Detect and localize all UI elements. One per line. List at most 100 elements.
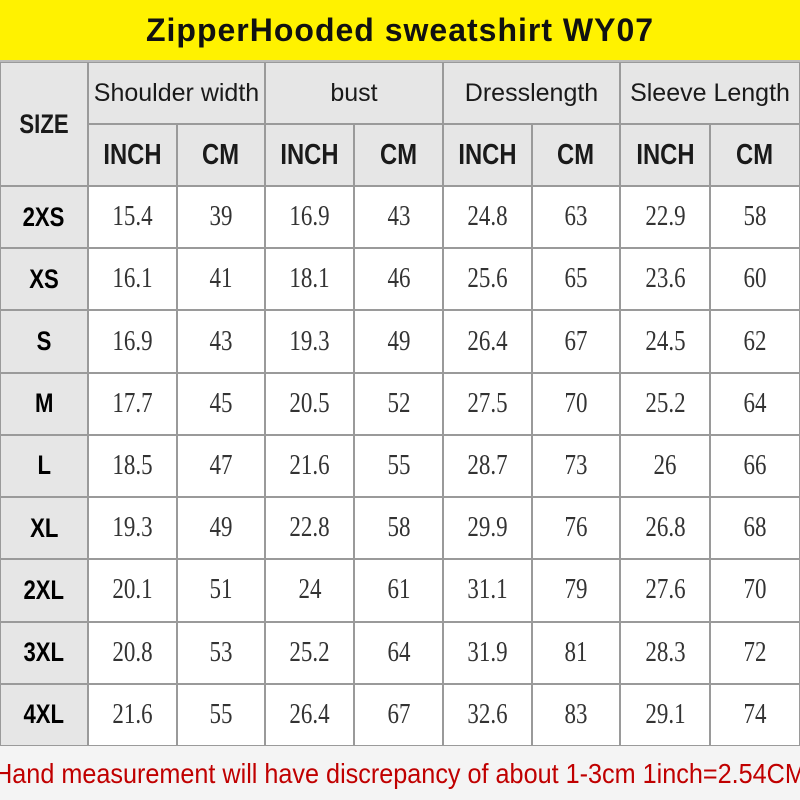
- measurement-text: 79: [564, 574, 588, 606]
- measurement: 25.2: [265, 621, 354, 684]
- measurement-text: 21.6: [112, 698, 153, 730]
- measurement-text: 23.6: [644, 263, 686, 295]
- size-label: M: [0, 372, 88, 435]
- measurement: 24.5: [620, 310, 710, 373]
- measurement: 32.6: [443, 683, 532, 746]
- measurement-text: 24.5: [644, 325, 686, 357]
- measurement: 67: [354, 683, 443, 746]
- measurement-text: 25.2: [644, 387, 686, 419]
- measurement: 26.4: [443, 310, 532, 373]
- unit-header: INCH: [443, 124, 532, 186]
- measurement: 39: [177, 186, 265, 249]
- unit-header-text: CM: [557, 138, 595, 171]
- measurement: 83: [532, 683, 620, 746]
- size-label-text: L: [37, 450, 51, 481]
- unit-header-text: INCH: [103, 138, 162, 171]
- measurement: 18.1: [265, 248, 354, 311]
- measurement: 66: [710, 434, 800, 498]
- unit-header: CM: [710, 124, 800, 186]
- measurement-text: 31.1: [467, 574, 508, 606]
- measurement: 70: [532, 372, 620, 435]
- measurement-text: 39: [209, 201, 233, 233]
- measurement: 55: [354, 434, 443, 498]
- measurement-text: 29.1: [644, 698, 686, 730]
- unit-header: INCH: [620, 124, 710, 186]
- measurement: 25.2: [620, 372, 710, 435]
- measurement-text: 46: [387, 263, 410, 295]
- measurement-text: 16.9: [112, 325, 153, 357]
- measurement: 64: [710, 372, 800, 435]
- measurement: 70: [710, 559, 800, 622]
- measurement-text: 47: [209, 449, 233, 481]
- measurement-text: 24.8: [467, 201, 508, 233]
- measurement: 45: [177, 372, 265, 435]
- measurement-text: 61: [387, 574, 410, 606]
- measurement: 19.3: [265, 310, 354, 373]
- measurement-text: 25.6: [467, 263, 508, 295]
- size-label: 2XS: [0, 186, 88, 249]
- size-header: SIZE: [0, 62, 88, 186]
- unit-header: CM: [532, 124, 620, 186]
- measurement: 81: [532, 621, 620, 684]
- measurement-text: 18.5: [112, 449, 153, 481]
- measurement-text: 72: [743, 636, 767, 668]
- measurement: 29.1: [620, 683, 710, 746]
- measurement: 49: [177, 497, 265, 560]
- measurement-text: 64: [387, 636, 410, 668]
- unit-header: CM: [177, 124, 265, 186]
- measurement: 20.1: [88, 559, 177, 622]
- measurement: 27.6: [620, 559, 710, 622]
- measurement-text: 15.4: [112, 201, 153, 233]
- measurement-text: 24: [298, 574, 321, 606]
- measurement: 62: [710, 310, 800, 373]
- measurement-text: 27.5: [467, 387, 508, 419]
- measurement: 24: [265, 559, 354, 622]
- measurement: 52: [354, 372, 443, 435]
- measurement-text: 70: [743, 574, 767, 606]
- measurement: 21.6: [88, 683, 177, 746]
- size-header-text: SIZE: [19, 108, 69, 139]
- measurement: 47: [177, 434, 265, 498]
- measurement: 51: [177, 559, 265, 622]
- measurement: 25.6: [443, 248, 532, 311]
- measurement-text: 17.7: [112, 387, 153, 419]
- measurement: 68: [710, 497, 800, 560]
- measurement-text: 20.1: [112, 574, 153, 606]
- size-label: XL: [0, 497, 88, 560]
- measurement-text: 51: [209, 574, 233, 606]
- measurement: 61: [354, 559, 443, 622]
- size-label-text: 2XS: [23, 201, 65, 232]
- measurement-text: 62: [743, 325, 767, 357]
- unit-header: INCH: [88, 124, 177, 186]
- measurement: 43: [177, 310, 265, 373]
- measurement-text: 83: [564, 698, 588, 730]
- measurement-text: 32.6: [467, 698, 508, 730]
- measurement: 17.7: [88, 372, 177, 435]
- measurement: 26: [620, 434, 710, 498]
- measurement-text: 28.3: [644, 636, 686, 668]
- measurement: 29.9: [443, 497, 532, 560]
- measurement-text: 49: [387, 325, 410, 357]
- title: ZipperHooded sweatshirt WY07: [0, 0, 800, 62]
- measurement-text: 26.8: [644, 512, 686, 544]
- measurement-text: 70: [564, 387, 588, 419]
- measurement: 74: [710, 683, 800, 746]
- measurement-text: 58: [387, 512, 410, 544]
- measurement-text: 65: [564, 263, 588, 295]
- measurement-text: 58: [743, 201, 767, 233]
- size-label: 2XL: [0, 559, 88, 622]
- measurement: 64: [354, 621, 443, 684]
- measurement: 18.5: [88, 434, 177, 498]
- measurement-text: 49: [209, 512, 233, 544]
- measurement: 60: [710, 248, 800, 311]
- measurement-text: 26: [653, 449, 677, 481]
- measurement-text: 64: [743, 387, 767, 419]
- measurement-text: 68: [743, 512, 767, 544]
- measurement: 28.7: [443, 434, 532, 498]
- size-label: L: [0, 434, 88, 498]
- measurement: 31.9: [443, 621, 532, 684]
- measurement: 65: [532, 248, 620, 311]
- unit-header: CM: [354, 124, 443, 186]
- group-header: bust: [265, 62, 443, 124]
